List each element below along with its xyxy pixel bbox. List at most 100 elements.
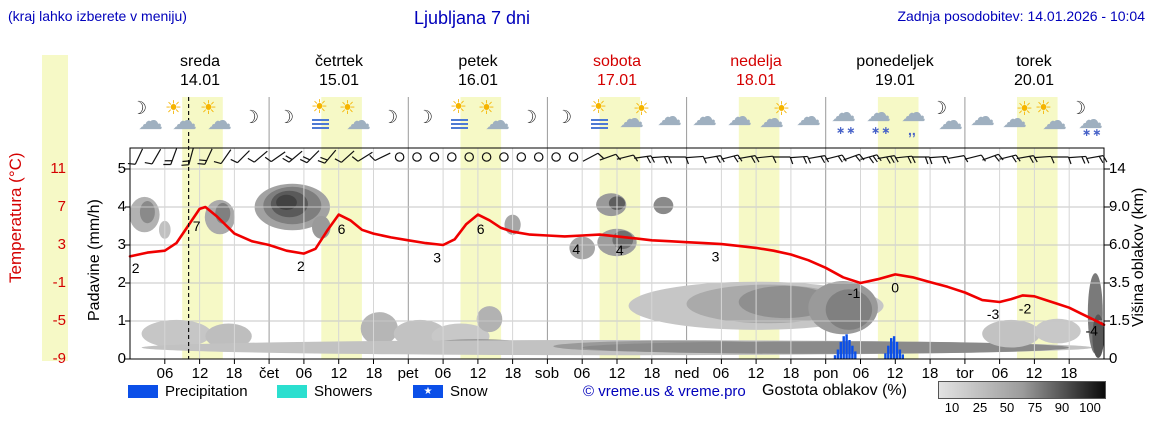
cloud-blob <box>982 319 1041 348</box>
cloud-glyph: ☁ <box>727 103 752 131</box>
temp-value-label: 3 <box>433 249 441 265</box>
wind-barb-icon <box>299 150 320 164</box>
precip-bar <box>848 340 851 359</box>
day-header: četrtek 15.01 <box>274 52 404 90</box>
wind-barb-icon <box>197 148 213 165</box>
axis-tick-label: 0 <box>117 350 126 367</box>
cloud-blob <box>476 306 503 333</box>
day-header: petek 16.01 <box>413 52 543 90</box>
x-hour-label: 18 <box>365 365 383 382</box>
day-name: sobota <box>592 53 642 70</box>
wind-calm-icon <box>533 152 544 162</box>
x-hour-label: 18 <box>643 365 661 382</box>
fog-sun-icon: ☀ <box>442 98 478 141</box>
density-tick: 25 <box>972 400 988 415</box>
temp-value-label: -1 <box>848 285 861 301</box>
sun-glyph: ☀ <box>200 98 218 119</box>
wind-barb-icon <box>163 148 178 166</box>
day-header: ponedeljek 19.01 <box>830 52 960 90</box>
axis-tick-label: 2 <box>117 274 126 291</box>
cloud-blob <box>205 323 252 349</box>
cloud-blob <box>312 215 331 239</box>
snow-label: Snow <box>450 383 488 400</box>
precip-bar <box>887 345 890 359</box>
day-date: 20.01 <box>1013 72 1055 89</box>
cloud-snow-icon: ☁ ∗∗ <box>860 99 896 141</box>
axis-tick-label: 3.5 <box>1109 274 1130 291</box>
day-date: 14.01 <box>179 72 221 89</box>
daylight-band <box>599 97 641 359</box>
axis-tick-label: 3 <box>117 236 126 253</box>
day-name: torek <box>1016 53 1052 70</box>
density-tick: 90 <box>1054 400 1070 415</box>
x-hour-label: 06 <box>156 365 174 382</box>
sun-cloud-icon: ☀ ☁ <box>199 99 235 141</box>
day-date: 15.01 <box>318 72 360 89</box>
precipitation-swatch <box>128 385 158 398</box>
precip-bar <box>851 345 854 359</box>
showers-label: Showers <box>314 383 373 400</box>
cloud-snow-icon: ☁ ∗∗ <box>825 99 861 141</box>
precip-bar <box>898 349 902 359</box>
cloud-icon: ☁ <box>964 99 1000 141</box>
cloud-density-label: Gostota oblakov (%) <box>762 382 907 399</box>
axis-tick-label: 0 <box>1109 350 1118 367</box>
axis-tick-label: 1.5 <box>1109 312 1130 329</box>
fog-lines <box>451 119 468 131</box>
axis-tick-label: 5 <box>117 160 126 177</box>
moon-icon: ☽ <box>234 99 270 141</box>
temp-value-label: -2 <box>1019 300 1032 316</box>
x-hour-label: 06 <box>573 365 591 382</box>
cloud-sun-icon: ☀ ☁ <box>756 99 792 141</box>
copyright-link[interactable]: © vreme.us & vreme.pro <box>583 383 746 400</box>
precip-bar <box>833 355 837 359</box>
day-name: nedelja <box>730 53 782 70</box>
cloud-sun-icon: ☀ ☁ <box>616 99 652 141</box>
precip-bar <box>884 353 887 359</box>
wind-barb-icon <box>686 155 707 164</box>
wind-calm-icon <box>429 152 440 162</box>
axis-tick-label: -5 <box>52 312 66 329</box>
temp-value-label: 6 <box>338 221 346 237</box>
x-hour-label: 06 <box>852 365 870 382</box>
wind-calm-icon <box>394 152 405 162</box>
temp-value-label: 2 <box>132 260 140 276</box>
temp-value-label: 4 <box>616 242 624 258</box>
density-tick: 10 <box>944 400 960 415</box>
moon-glyph: ☽ <box>278 107 295 127</box>
day-name: sreda <box>179 53 221 70</box>
cloud-blob <box>1034 318 1081 344</box>
sun-cloud-icon: ☀ ☁ <box>164 99 200 141</box>
location-hint: (kraj lahko izberete v meniju) <box>8 8 187 24</box>
moon-glyph: ☽ <box>556 107 573 127</box>
temp-value-label: -3 <box>987 306 1000 322</box>
snow-star-icon: ★ <box>423 386 433 397</box>
day-name: ponedeljek <box>856 53 934 70</box>
day-name: petek <box>458 53 498 70</box>
cloud-glyph: ☁ <box>1078 106 1103 134</box>
temp-value-label: 2 <box>297 258 305 274</box>
moon-glyph: ☽ <box>243 107 260 127</box>
snow-glyph: ∗∗ <box>1082 127 1103 139</box>
sun-glyph: ☀ <box>633 99 651 120</box>
sun-glyph: ☀ <box>311 97 329 118</box>
wind-barb-icon <box>351 151 373 162</box>
x-day-label: čet <box>258 365 279 382</box>
precip-bar <box>854 351 857 359</box>
cloud-density-gradient <box>938 381 1106 399</box>
cloud-glyph: ☁ <box>692 103 717 131</box>
wind-barb-icon <box>773 156 794 165</box>
wind-barb-icon <box>877 155 899 164</box>
wind-barb-icon <box>790 155 812 164</box>
axis-tick-label: -1 <box>52 274 66 291</box>
cloud-glyph: ☁ <box>970 103 995 131</box>
cloud-glyph: ☁ <box>866 99 891 127</box>
x-hour-label: 18 <box>921 365 939 382</box>
sun-glyph: ☀ <box>478 98 496 119</box>
x-hour-label: 06 <box>295 365 313 382</box>
moon-icon: ☽ <box>408 99 444 141</box>
cloud-blob <box>582 341 1070 354</box>
density-tick: 50 <box>999 400 1015 415</box>
x-hour-label: 12 <box>330 365 348 382</box>
